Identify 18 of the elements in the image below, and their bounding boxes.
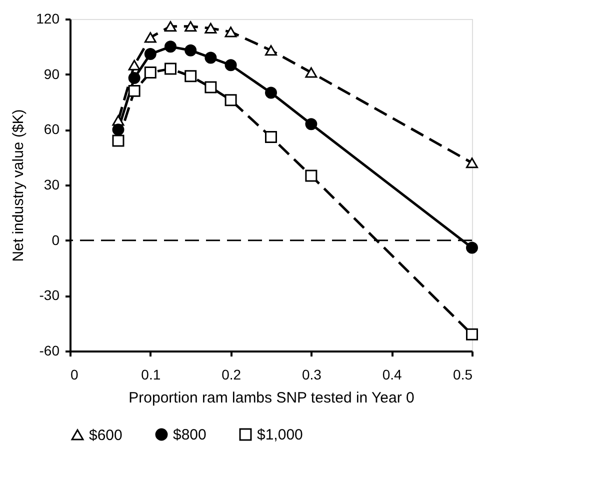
legend-label: $600 <box>89 426 122 444</box>
x-tick-label: 0 <box>70 366 78 382</box>
legend-label: $800 <box>173 426 206 444</box>
y-tick-label: 0 <box>52 232 60 248</box>
x-tick-label: 0.5 <box>453 366 473 382</box>
y-tick-label: -60 <box>39 342 60 358</box>
y-tick-label: 120 <box>36 10 60 26</box>
y-tick-label: -30 <box>39 287 60 304</box>
legend-label: $1,000 <box>257 426 303 444</box>
x-tick-label: 0.1 <box>141 366 161 382</box>
x-tick-label: 0.4 <box>382 366 402 382</box>
x-tick-label: 0.3 <box>302 366 322 382</box>
y-axis-title: Net industry value ($K) <box>10 109 28 262</box>
y-tick-label: 30 <box>44 176 60 192</box>
y-tick-label: 60 <box>44 121 60 138</box>
x-axis-title: Proportion ram lambs SNP tested in Year 0 <box>128 390 414 406</box>
y-tick-label: 90 <box>44 66 60 82</box>
x-tick-label: 0.2 <box>222 366 242 382</box>
